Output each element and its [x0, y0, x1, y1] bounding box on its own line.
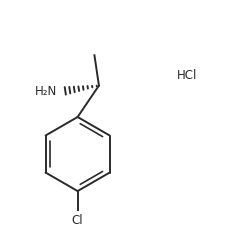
Text: Cl: Cl: [72, 214, 84, 227]
Text: HCl: HCl: [177, 69, 198, 82]
Text: H₂N: H₂N: [35, 85, 57, 98]
